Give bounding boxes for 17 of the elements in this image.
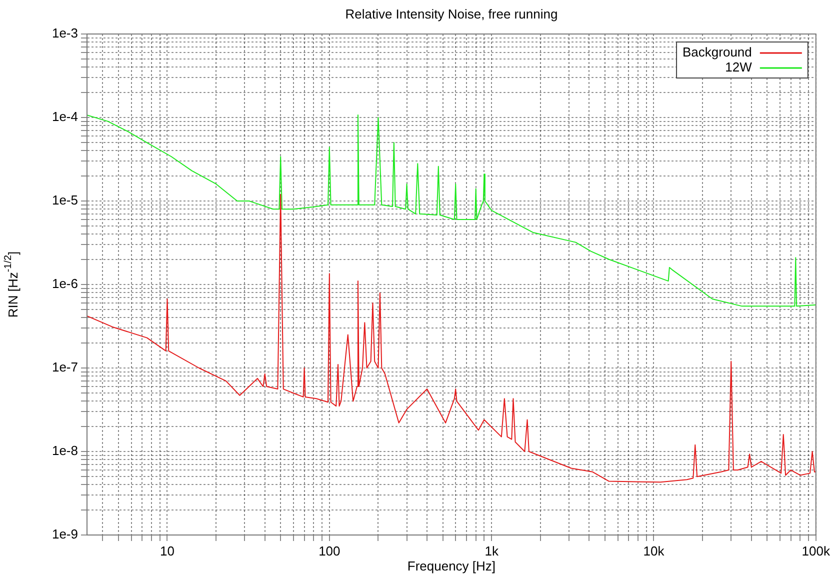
- y-tick-label: 1e-5: [52, 192, 78, 208]
- x-tick-label: 100k: [802, 543, 830, 558]
- legend-label: 12W: [725, 60, 753, 75]
- x-tick-label: 1k: [484, 543, 499, 558]
- x-tick-label: 10k: [643, 543, 665, 558]
- y-tick-label: 1e-3: [52, 26, 78, 41]
- y-tick-label: 1e-7: [52, 360, 78, 375]
- chart-title: Relative Intensity Noise, free running: [345, 6, 558, 22]
- x-axis-title: Frequency [Hz]: [407, 558, 496, 574]
- x-tick-label: 100: [318, 543, 340, 558]
- y-tick-label: 1e-9: [52, 526, 78, 542]
- legend-label: Background: [682, 44, 752, 60]
- y-tick-label: 1e-4: [52, 109, 78, 124]
- y-tick-label: 1e-6: [52, 276, 78, 292]
- x-tick-label: 10: [160, 543, 174, 558]
- y-tick-label: 1e-8: [52, 443, 78, 458]
- y-axis-title: RIN [Hz-1/2]: [2, 251, 21, 318]
